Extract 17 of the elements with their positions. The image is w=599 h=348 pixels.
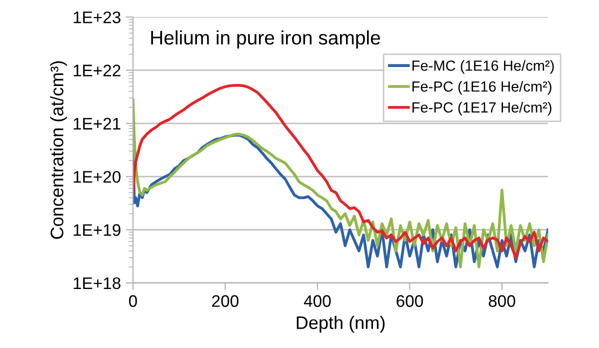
x-tick-label: 0 [128, 295, 137, 307]
y-tick-label: 1E+19 [74, 224, 120, 236]
y-axis-title: Concentration (at/cm³) [50, 61, 67, 239]
legend-label: Fe-PC (1E16 He/cm²) [412, 80, 552, 95]
x-tick-label: 800 [488, 295, 516, 307]
x-tick-label: 200 [212, 295, 238, 307]
y-tick-label: 1E+18 [74, 277, 120, 290]
y-tick-label: 1E+23 [74, 11, 120, 24]
y-tick-label: 1E+20 [74, 170, 121, 183]
x-tick-label: 600 [396, 295, 423, 307]
legend-label: Fe-PC (1E17 He/cm²) [412, 102, 552, 116]
x-tick-label: 400 [304, 295, 331, 307]
x-axis-title: Depth (nm) [296, 316, 385, 333]
y-tick-label: 1E+21 [74, 118, 120, 130]
y-tick-label: 1E+22 [74, 64, 120, 76]
legend-label: Fe-MC (1E16 He/cm²) [412, 60, 554, 74]
text: Helium in pure iron sample [151, 30, 380, 48]
